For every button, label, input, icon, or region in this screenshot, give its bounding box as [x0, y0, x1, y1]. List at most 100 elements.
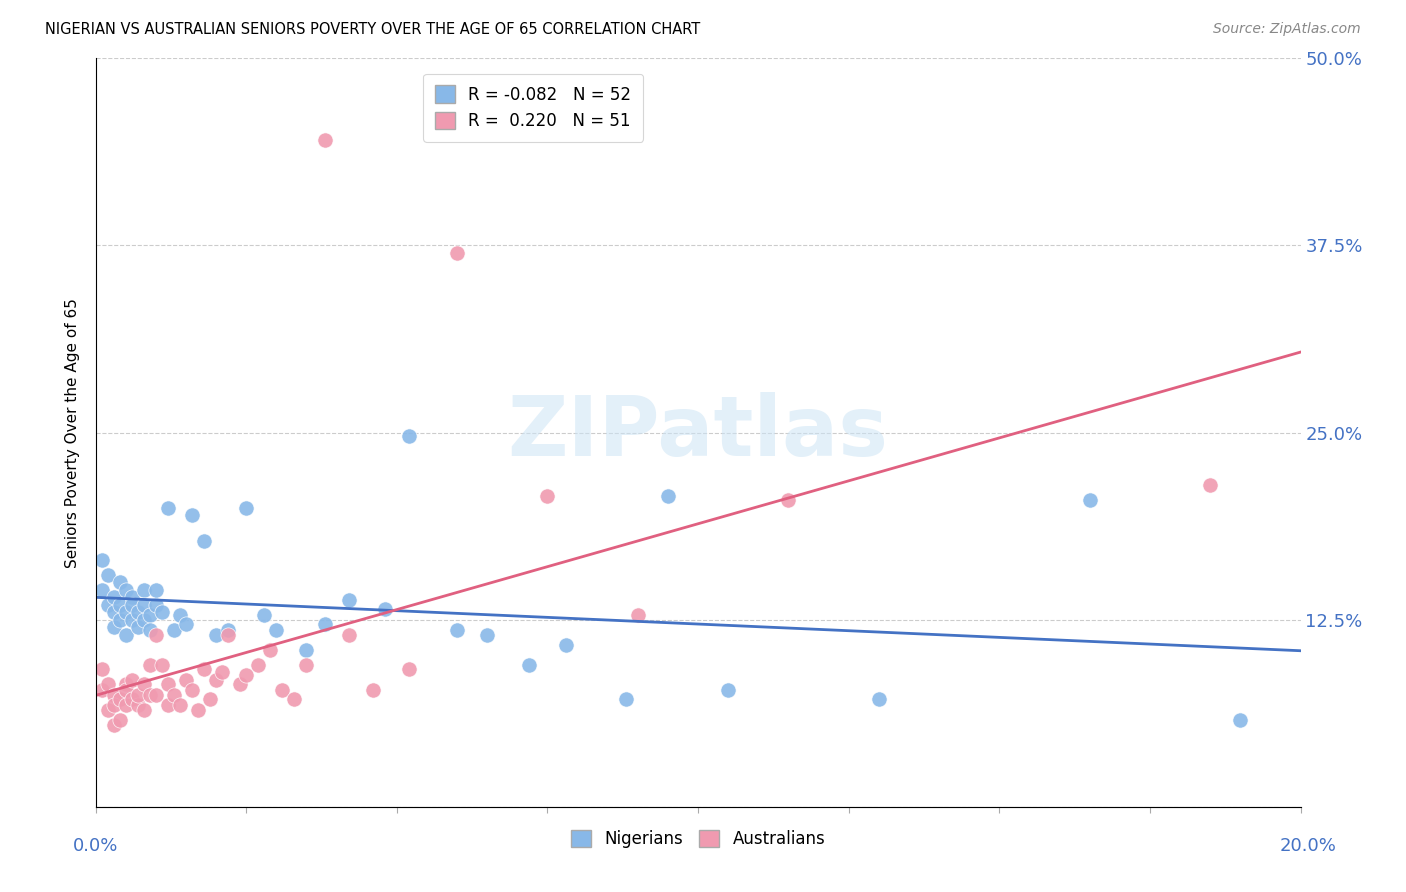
Point: [108, 613, 131, 627]
Point: [132, 598, 155, 612]
Point: [108, 714, 131, 728]
Point: [174, 617, 197, 632]
Point: [247, 657, 270, 672]
Point: [211, 665, 233, 680]
Point: [127, 606, 149, 620]
Point: [103, 688, 125, 702]
Point: [90, 662, 112, 676]
Point: [114, 698, 136, 713]
Point: [519, 657, 541, 672]
Point: [554, 639, 576, 653]
Point: [717, 683, 740, 698]
Point: [283, 692, 305, 706]
Point: [127, 688, 149, 702]
Point: [174, 673, 197, 687]
Point: [163, 688, 186, 702]
Point: [398, 428, 420, 442]
Point: [114, 606, 136, 620]
Point: [145, 628, 167, 642]
Point: [193, 662, 215, 676]
Point: [121, 598, 143, 612]
Point: [114, 683, 136, 698]
Text: NIGERIAN VS AUSTRALIAN SENIORS POVERTY OVER THE AGE OF 65 CORRELATION CHART: NIGERIAN VS AUSTRALIAN SENIORS POVERTY O…: [45, 22, 700, 37]
Point: [235, 668, 257, 682]
Point: [108, 598, 131, 612]
Point: [114, 628, 136, 642]
Point: [150, 657, 173, 672]
Point: [156, 677, 179, 691]
Point: [314, 617, 336, 632]
Point: [163, 624, 186, 638]
Point: [103, 606, 125, 620]
Point: [181, 508, 204, 522]
Point: [536, 489, 558, 503]
Point: [132, 582, 155, 597]
Point: [90, 553, 112, 567]
Point: [132, 677, 155, 691]
Point: [127, 698, 149, 713]
Point: [114, 582, 136, 597]
Point: [108, 692, 131, 706]
Point: [169, 698, 191, 713]
Point: [398, 662, 420, 676]
Point: [1199, 478, 1222, 492]
Point: [217, 628, 239, 642]
Point: [145, 598, 167, 612]
Point: [295, 657, 318, 672]
Point: [145, 688, 167, 702]
Point: [235, 500, 257, 515]
Point: [103, 620, 125, 634]
Point: [97, 598, 120, 612]
Point: [187, 703, 209, 717]
Point: [127, 620, 149, 634]
Point: [132, 703, 155, 717]
Point: [97, 677, 120, 691]
Point: [108, 575, 131, 590]
Point: [446, 624, 468, 638]
Point: [337, 628, 360, 642]
Point: [103, 591, 125, 605]
Point: [253, 608, 276, 623]
Text: 20.0%: 20.0%: [1279, 837, 1336, 855]
Point: [337, 593, 360, 607]
Point: [145, 582, 167, 597]
Point: [271, 683, 294, 698]
Point: [614, 692, 637, 706]
Point: [259, 643, 281, 657]
Point: [229, 677, 252, 691]
Text: 0.0%: 0.0%: [73, 837, 118, 855]
Point: [205, 628, 228, 642]
Point: [266, 624, 288, 638]
Point: [778, 493, 800, 508]
Point: [121, 591, 143, 605]
Point: [374, 602, 396, 616]
Point: [361, 683, 384, 698]
Point: [121, 692, 143, 706]
Point: [477, 628, 499, 642]
Point: [193, 533, 215, 548]
Point: [181, 683, 204, 698]
Point: [217, 624, 239, 638]
Point: [446, 245, 468, 260]
Point: [121, 613, 143, 627]
Point: [1078, 493, 1101, 508]
Point: [1229, 714, 1251, 728]
Point: [139, 624, 162, 638]
Point: [139, 688, 162, 702]
Text: ZIPatlas: ZIPatlas: [508, 392, 889, 473]
Point: [205, 673, 228, 687]
Point: [103, 718, 125, 732]
Point: [90, 683, 112, 698]
Point: [156, 698, 179, 713]
Point: [121, 673, 143, 687]
Point: [169, 608, 191, 623]
Point: [90, 582, 112, 597]
Point: [97, 703, 120, 717]
Point: [627, 608, 650, 623]
Point: [103, 698, 125, 713]
Point: [97, 568, 120, 582]
Point: [657, 489, 679, 503]
Point: [868, 692, 890, 706]
Point: [314, 133, 336, 147]
Text: Source: ZipAtlas.com: Source: ZipAtlas.com: [1213, 22, 1361, 37]
